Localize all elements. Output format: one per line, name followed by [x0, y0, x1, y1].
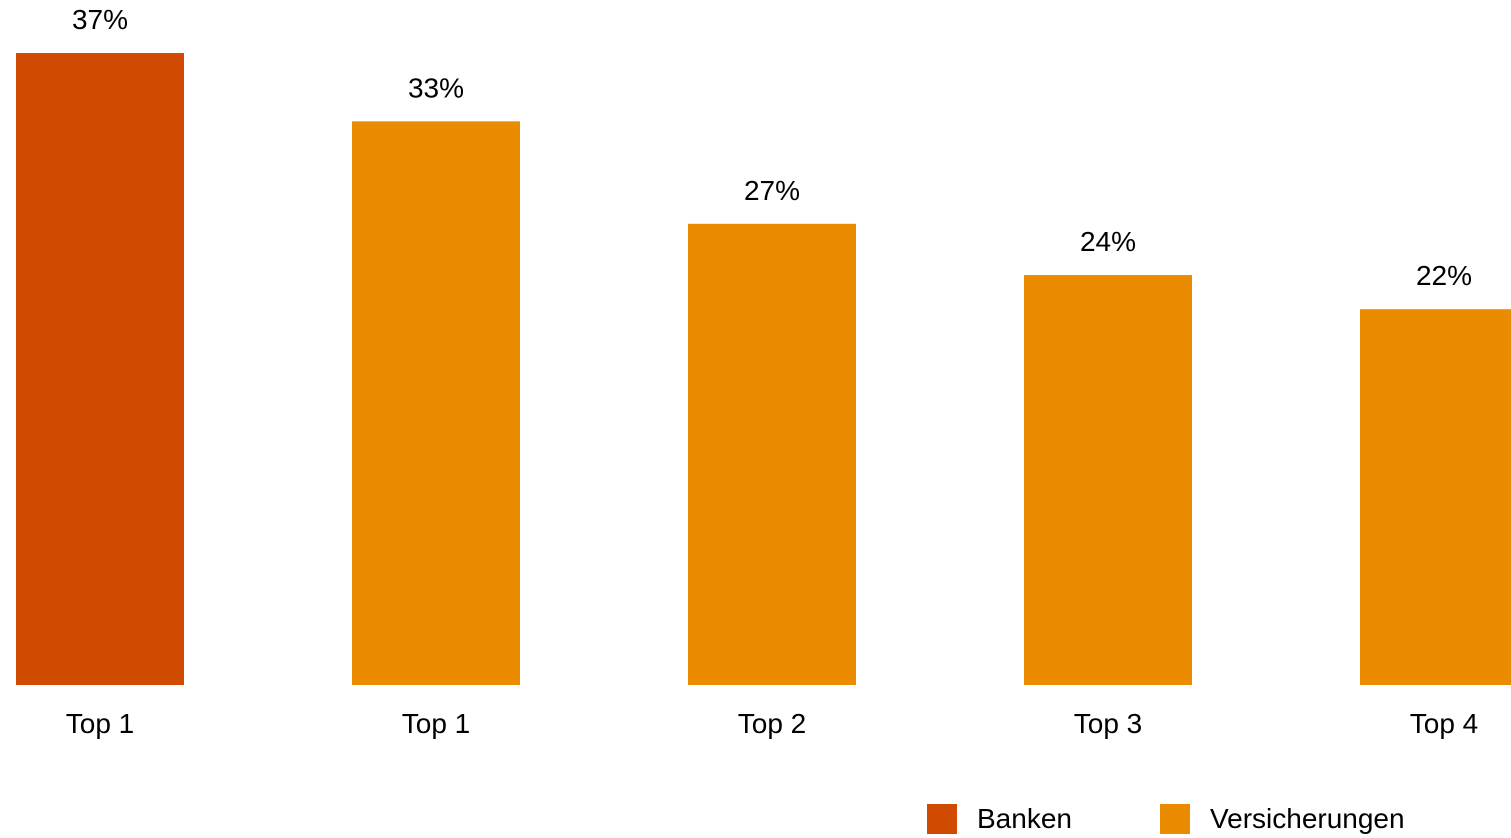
legend-item-versicherungen: Versicherungen — [1160, 800, 1405, 838]
bar-4 — [1024, 275, 1192, 685]
category-label-5: Top 4 — [1410, 708, 1479, 739]
legend-label-banken: Banken — [977, 803, 1072, 834]
category-label-3: Top 2 — [738, 708, 807, 739]
value-label-4: 24% — [1080, 226, 1136, 257]
legend-item-banken: Banken — [927, 800, 1072, 838]
category-label-4: Top 3 — [1074, 708, 1143, 739]
category-label-1: Top 1 — [66, 708, 135, 739]
bar-3 — [688, 223, 856, 686]
bar-2 — [352, 121, 520, 685]
bar-1 — [16, 53, 184, 685]
legend-swatch-versicherungen — [1160, 804, 1190, 834]
legend-swatch-banken — [927, 804, 957, 834]
value-label-1: 37% — [72, 4, 128, 35]
value-label-5: 22% — [1416, 260, 1472, 291]
value-label-2: 33% — [408, 72, 464, 103]
category-label-2: Top 1 — [402, 708, 471, 739]
legend-label-versicherungen: Versicherungen — [1210, 803, 1405, 834]
bar-5 — [1360, 309, 1511, 685]
value-label-3: 27% — [744, 175, 800, 206]
